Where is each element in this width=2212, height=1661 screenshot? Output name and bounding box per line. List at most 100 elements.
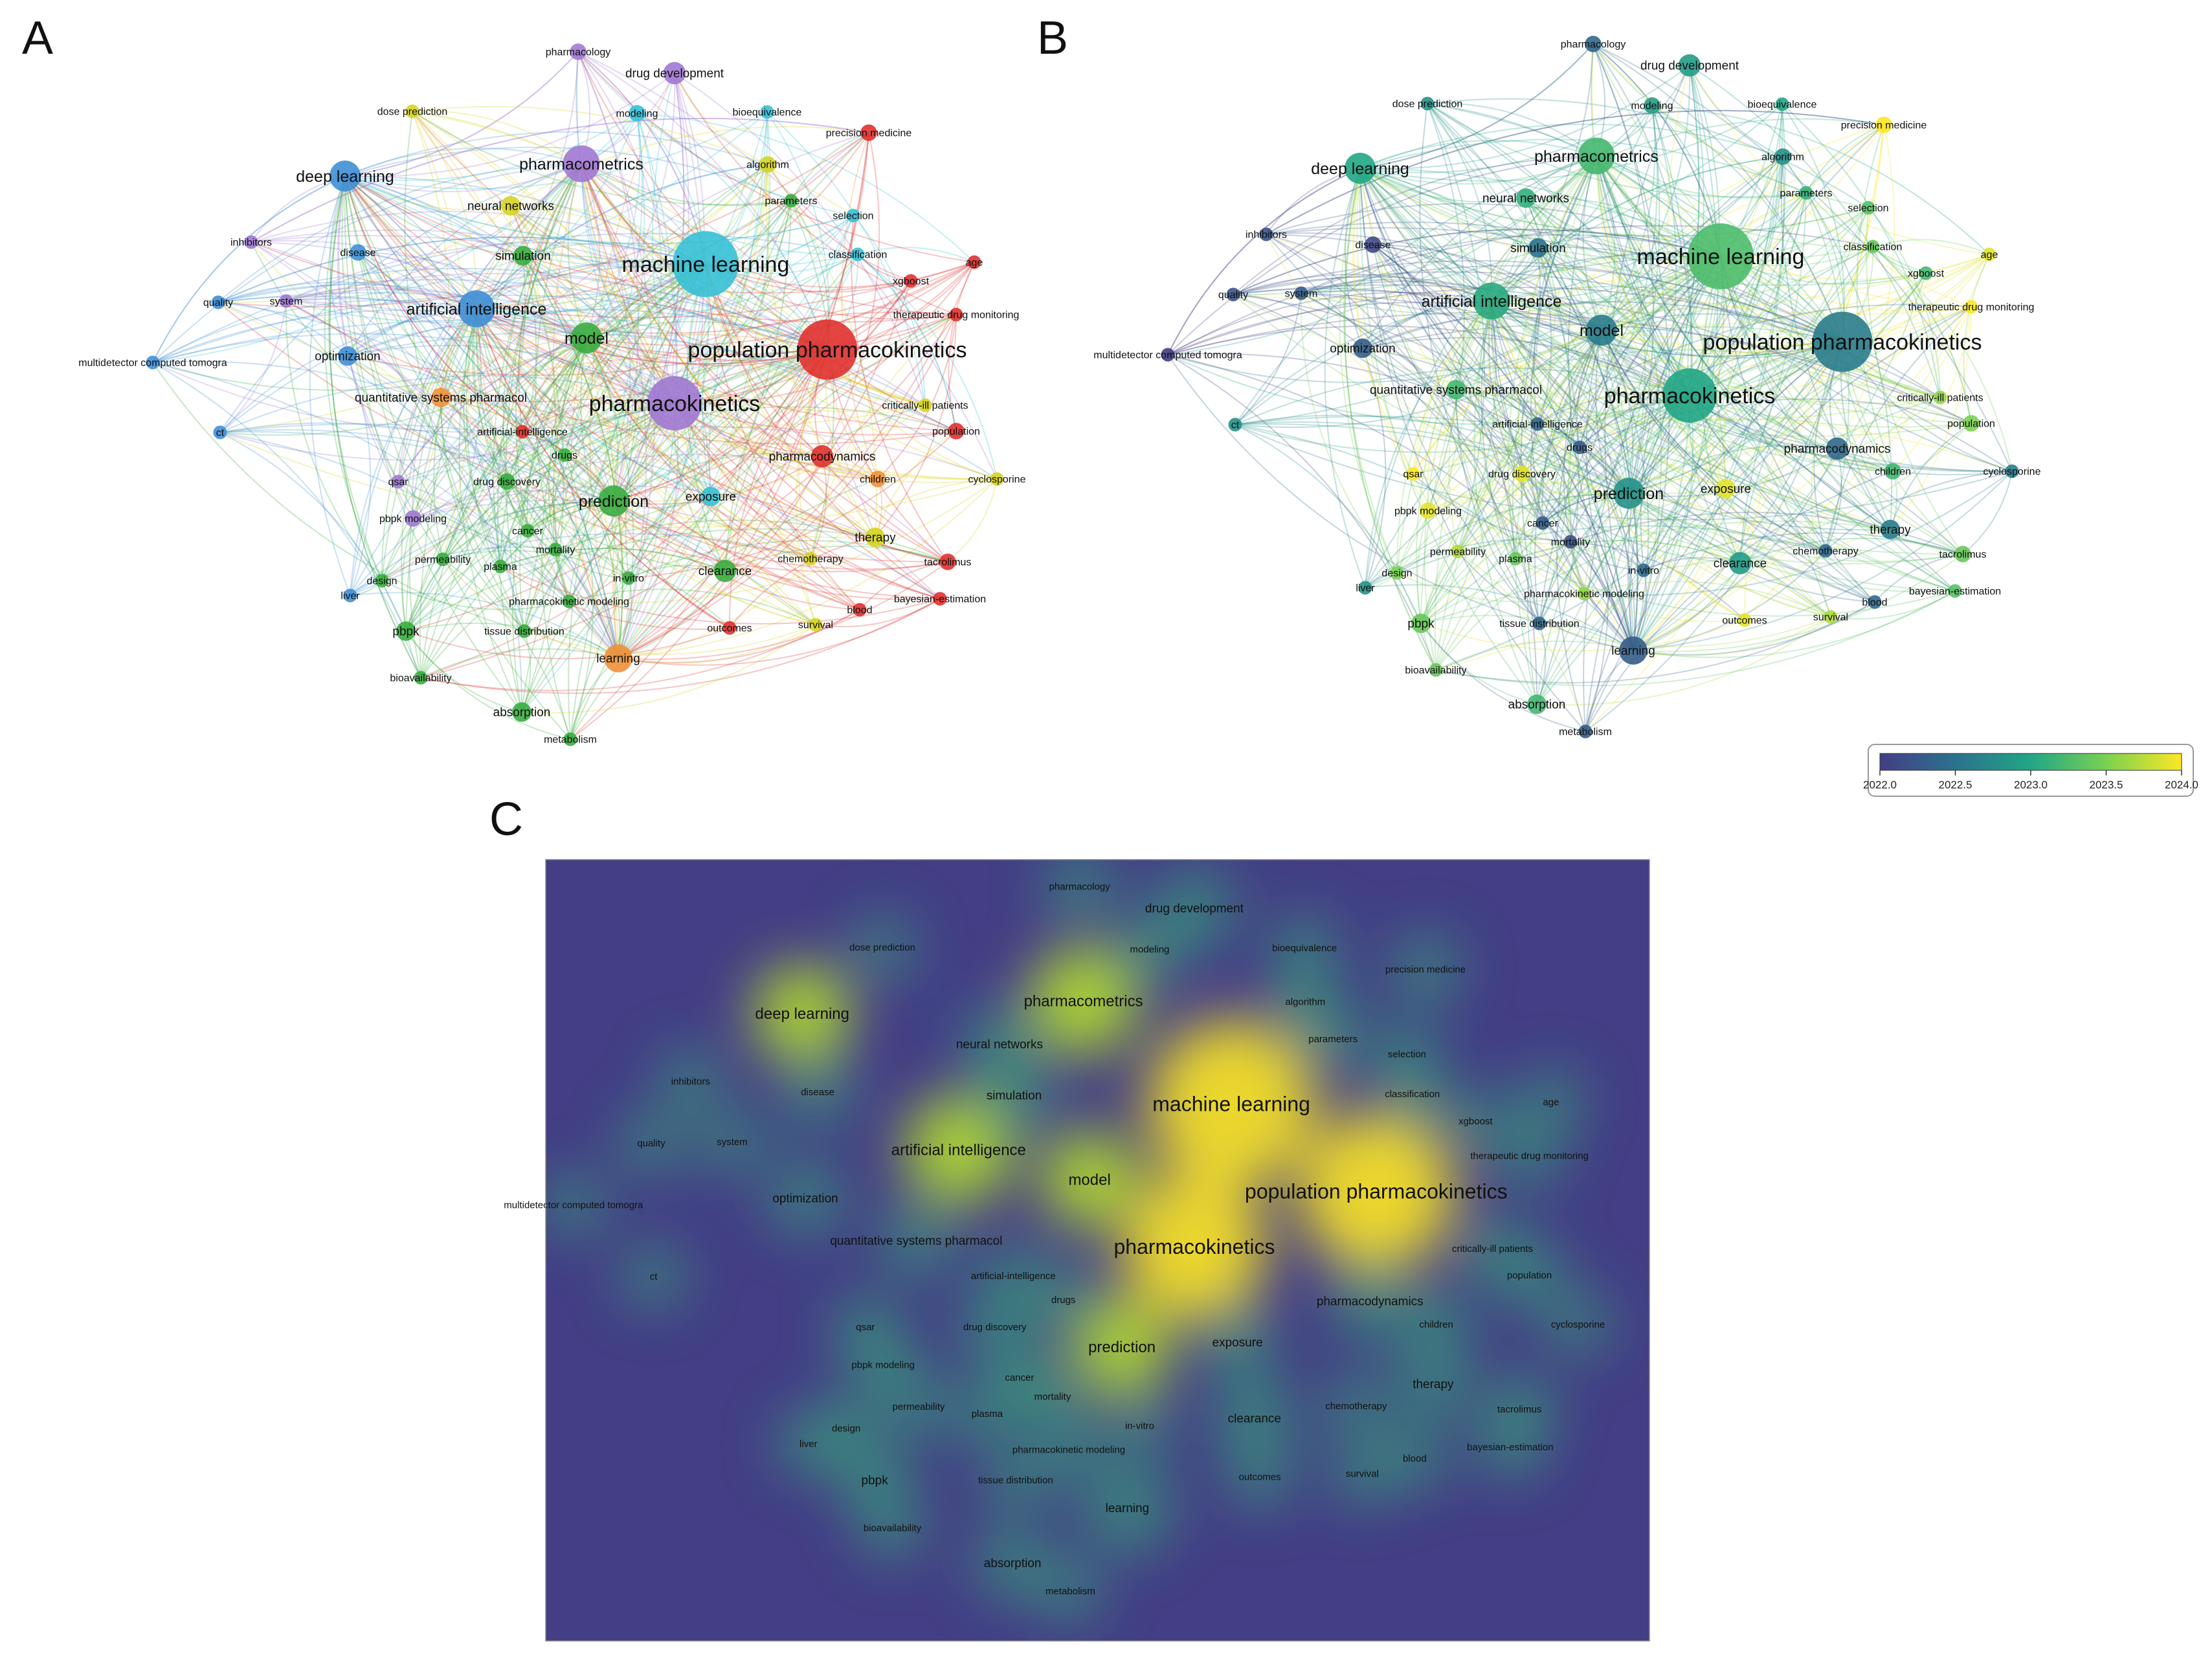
edge [766, 111, 830, 350]
edge [705, 263, 941, 599]
edge [1301, 293, 1972, 437]
node-liver [343, 588, 357, 603]
edge [476, 262, 975, 334]
edge [1592, 43, 1990, 255]
node-system [279, 294, 293, 308]
edge [618, 598, 941, 666]
edge [1413, 207, 1869, 474]
node-label-blood: blood [847, 605, 872, 616]
edge [405, 528, 876, 632]
node-label-pbpk: pbpk [1407, 618, 1435, 631]
edge [1539, 493, 1629, 624]
edge [1420, 341, 1843, 624]
density-blob [960, 1292, 1030, 1362]
edge [1413, 329, 1602, 474]
edge [412, 308, 477, 519]
edge [1359, 168, 1538, 425]
edge [1579, 156, 1783, 448]
edge [1233, 229, 1721, 295]
edge [613, 72, 689, 502]
edge [1570, 256, 1721, 542]
edge [218, 205, 511, 304]
node-label-disease: disease [1355, 240, 1391, 251]
edge [1427, 103, 1894, 472]
edge [1628, 341, 1843, 494]
density-label-therapeutic-drug-monitoring: therapeutic drug monitoring [1470, 1150, 1589, 1161]
edge [552, 337, 587, 602]
edge [152, 309, 587, 363]
edge [1530, 155, 1597, 524]
node-label-simulation: simulation [495, 250, 551, 263]
density-label-therapy: therapy [1413, 1377, 1454, 1391]
edge [1455, 389, 1629, 494]
edge [440, 357, 926, 406]
edge [1359, 168, 1869, 237]
node-label-chemotherapy: chemotherapy [777, 554, 843, 565]
edge [1359, 168, 1537, 705]
node-label-artificial-intelligence: artificial-intelligence [477, 427, 568, 438]
node-prediction [1613, 478, 1644, 509]
edge [613, 200, 792, 502]
edge [405, 164, 768, 632]
edge [1372, 244, 1629, 494]
edge [581, 163, 876, 538]
node-label-pharmacokinetic-modeling: pharmacokinetic modeling [1524, 589, 1644, 600]
edge [581, 163, 926, 406]
edge [575, 51, 675, 404]
edge [1591, 43, 1726, 489]
edge [397, 132, 869, 482]
edge [1628, 493, 1956, 593]
density-label-inhibitors: inhibitors [671, 1076, 710, 1087]
density-label-classification: classification [1385, 1089, 1440, 1100]
edge [401, 518, 421, 678]
edge [337, 175, 399, 482]
edge [1515, 558, 1956, 617]
edge [564, 454, 594, 740]
edge [586, 337, 948, 563]
edge [524, 624, 816, 655]
edge [1413, 394, 1690, 474]
edge [586, 337, 811, 559]
edge [1601, 329, 1826, 552]
edge [586, 72, 676, 339]
edge [493, 163, 582, 567]
edge [1420, 623, 1537, 705]
edge [1542, 256, 1721, 524]
edge [521, 314, 957, 713]
edge [1601, 329, 1826, 552]
edge [1596, 155, 1726, 489]
edge [1266, 203, 1721, 257]
node-quality [211, 295, 225, 309]
edge [1628, 445, 1838, 494]
node-label-children: children [860, 474, 896, 485]
node-label-quantitative-systems-pharmacol: quantitative systems pharmacol [355, 392, 527, 405]
edge [1266, 234, 1990, 311]
edge [568, 72, 685, 602]
edge [1689, 395, 1831, 618]
edge [705, 262, 975, 288]
edge [568, 478, 998, 604]
edge [152, 299, 477, 363]
edge [1420, 619, 1745, 652]
edge [1596, 155, 1972, 307]
density-blob [1037, 1418, 1101, 1482]
edge [1365, 300, 1492, 588]
edge [500, 548, 726, 572]
edge [564, 113, 643, 456]
node-label-learning: learning [1611, 645, 1655, 658]
edge [618, 624, 816, 664]
edge [442, 255, 526, 560]
edge [350, 592, 619, 659]
edge [1583, 341, 1843, 594]
edge [618, 262, 975, 659]
edge [412, 111, 816, 625]
edge [1579, 398, 1972, 448]
edge [1427, 103, 1831, 618]
edge [1601, 329, 1726, 489]
edge [1689, 395, 2013, 476]
edge [1627, 256, 1721, 651]
edge [1539, 616, 1831, 647]
edge [251, 241, 501, 567]
node-cyclosporine [990, 472, 1004, 486]
edge [251, 117, 869, 243]
